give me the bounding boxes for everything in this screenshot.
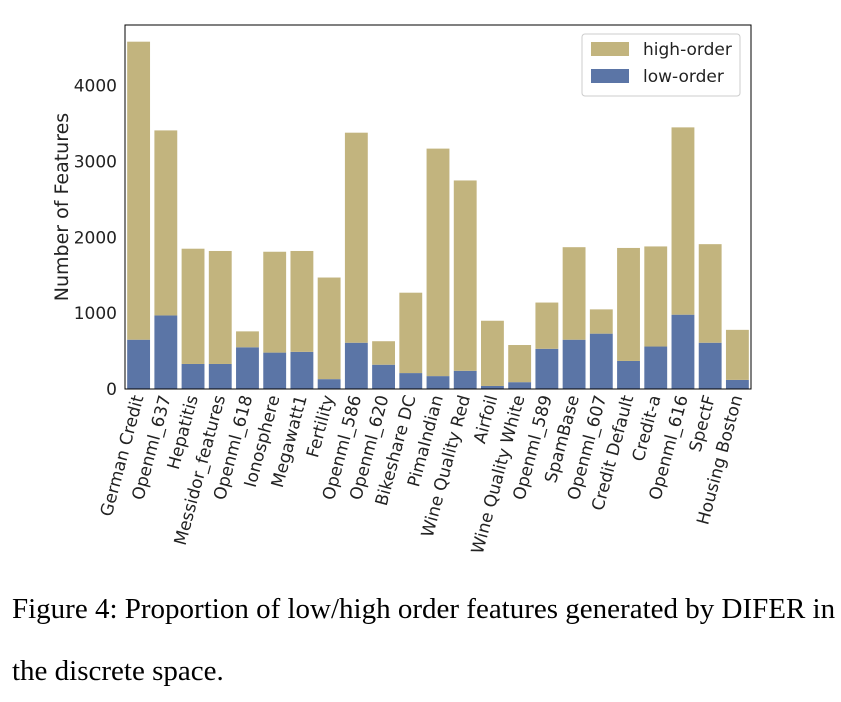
bars-layer (127, 41, 749, 389)
bar-high-order (481, 320, 504, 386)
bar-high-order (344, 132, 368, 343)
bar-low-order (698, 342, 722, 389)
bar-low-order (508, 382, 532, 389)
bar-low-order (617, 360, 640, 389)
legend-swatch-low-order (591, 69, 629, 83)
bar-high-order (589, 309, 613, 334)
bar-high-order (208, 250, 232, 364)
bar-low-order (589, 333, 613, 389)
bar-high-order (263, 251, 287, 353)
bar-low-order (263, 352, 287, 389)
y-tick-label: 1000 (74, 304, 117, 324)
bar-high-order (671, 127, 695, 315)
figure-caption: Figure 4: Proportion of low/high order f… (12, 593, 836, 687)
x-axis-ticks: German CreditOpenml_637HepatitisMessidor… (97, 393, 747, 556)
bar-low-order (671, 314, 695, 389)
bar-low-order (399, 373, 423, 389)
stacked-bar-chart: 0 1000 2000 3000 4000 German CreditOpenml_63… (51, 24, 752, 556)
legend-label-low-order: low-order (643, 67, 724, 87)
bar-low-order (290, 351, 314, 389)
bar-low-order (344, 342, 368, 389)
bar-high-order (317, 277, 341, 380)
bar-low-order (372, 364, 395, 389)
axes-frame (124, 24, 752, 390)
y-tick-label: 3000 (74, 153, 117, 173)
bar-low-order (725, 379, 749, 389)
bar-low-order (481, 385, 504, 389)
bar-low-order (562, 339, 586, 389)
bar-high-order (154, 130, 178, 316)
bar-low-order (208, 363, 232, 389)
bar-high-order (562, 247, 586, 340)
bar-high-order (535, 302, 559, 349)
bar-high-order (399, 292, 423, 374)
bar-low-order (154, 315, 178, 389)
bar-low-order (644, 346, 668, 389)
legend-label-high-order: high-order (643, 40, 732, 60)
bar-high-order (698, 244, 722, 343)
bar-high-order (127, 41, 151, 340)
bar-high-order (426, 148, 450, 377)
bar-high-order (181, 248, 205, 364)
legend-swatch-high-order (591, 42, 629, 56)
bar-low-order (236, 347, 259, 389)
bar-high-order (236, 331, 259, 348)
bar-high-order (372, 341, 395, 365)
bar-high-order (290, 250, 314, 352)
bar-high-order (644, 246, 668, 347)
y-axis-ticks: 0 1000 2000 3000 4000 (74, 77, 117, 400)
bar-low-order (426, 376, 450, 389)
bar-high-order (725, 329, 749, 380)
bar-high-order (617, 247, 640, 361)
bar-low-order (535, 348, 559, 389)
bar-high-order (453, 180, 477, 371)
legend: high-order low-order (581, 33, 741, 97)
y-tick-label: 0 (106, 380, 117, 400)
bar-high-order (508, 345, 532, 383)
bar-low-order (453, 370, 477, 389)
y-axis-label: Number of Features (51, 113, 73, 301)
y-tick-label: 4000 (74, 77, 117, 97)
bar-low-order (317, 379, 341, 389)
bar-low-order (127, 339, 151, 389)
bar-low-order (181, 363, 205, 389)
y-tick-label: 2000 (74, 228, 117, 248)
